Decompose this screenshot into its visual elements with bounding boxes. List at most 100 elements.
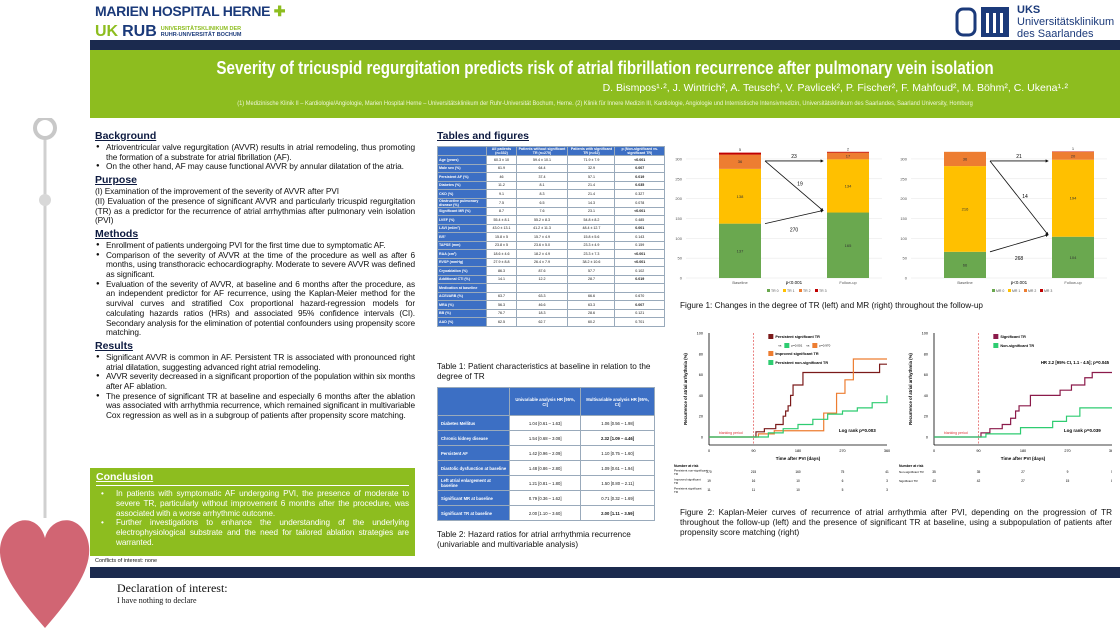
risk-value: 27 (1021, 470, 1025, 474)
bar-segment (719, 154, 761, 169)
table-cell: 32.9 (567, 163, 616, 173)
y-tick-label: 0 (701, 436, 703, 440)
table1-header: Patients without significant TR (n=270) (515, 146, 569, 156)
bar-segment (719, 152, 761, 155)
legend-label: TR 2 (803, 289, 811, 293)
x-tick-label: Baseline (732, 280, 748, 285)
purpose-heading: Purpose (95, 174, 138, 187)
table-cell: 63.3 (515, 291, 569, 301)
results-item: Significant AVVR is common in AF. Persis… (95, 352, 415, 372)
uks-logo: UKS Universitätsklinikum des Saarlandes (955, 4, 1114, 40)
figure1: 050100150200250300137138365Baseline16513… (675, 146, 1107, 293)
legend-swatch (783, 289, 786, 292)
table-row: Significant MR (%) 8.7 7.6 23.1 <0.001 (436, 206, 665, 216)
table-row: Significant TR at baseline 2.00 [1.10 – 3… (436, 505, 655, 521)
x-tick-label: 90 (751, 449, 755, 453)
purpose-line: (II) Evaluation of the presence of signi… (95, 195, 415, 226)
risk-value: 19 (707, 479, 711, 483)
table-cell: 46 (486, 172, 517, 182)
y-tick-label: 60 (924, 373, 928, 377)
x-tick-label: 270 (1064, 449, 1070, 453)
risk-row-label-line: Improved significant (674, 478, 701, 482)
y-axis-label: Recurrence of atrial arrhythmia (%) (908, 353, 913, 425)
footer-bar (90, 567, 1120, 578)
table-cell: 71.9 ± 7.9 (567, 155, 616, 165)
row-label: Age (years) (436, 155, 488, 165)
table-row: RVSP (mmHg) 27.9 ± 8.8 26.4 ± 7.9 38.2 ± 10… (436, 257, 665, 267)
risk-table-heading: Number at risk (899, 464, 924, 468)
pairwise-swatch (784, 343, 790, 348)
y-tick-label: 300 (675, 156, 682, 161)
bar-segment (944, 166, 986, 252)
methods-item: Enrollment of patients undergoing PVI fo… (95, 240, 415, 251)
table1-header: Patients with significant TR (n=62) (567, 146, 616, 156)
table-cell: 54.8 ± 8.2 (567, 215, 616, 225)
marien-hospital-logo: MARIEN HOSPITAL HERNE ✚ UK RUB UNIVERSIT… (95, 3, 286, 41)
y-tick-label: 250 (675, 176, 682, 181)
title-band: Severity of tricuspid regurgitation pred… (90, 50, 1120, 118)
table-cell: 61.9 (486, 163, 517, 173)
risk-value: 11 (707, 488, 711, 492)
table-row: RAA (cm²) 18.6 ± 4.6 18.2 ± 4.9 23.3 ± 7.3 <… (436, 249, 665, 259)
legend-label: MR 1 (1012, 289, 1020, 293)
km-curve (709, 363, 887, 438)
row-label: Diabetes (%) (436, 180, 488, 190)
row-label: AAD (%) (436, 317, 488, 327)
risk-value: 43 (932, 479, 936, 483)
table-cell: 56.3 (486, 300, 517, 310)
x-tick-label: 180 (795, 449, 801, 453)
risk-value: 35 (977, 470, 981, 474)
purpose-line: (I) Examination of the improvement of th… (95, 186, 339, 197)
table-row: LVEF (%) 55.4 ± 8.1 55.2 ± 8.3 54.8 ± 8.2 0.… (436, 215, 665, 225)
table-cell: 0.001 (614, 223, 665, 233)
row-label: RVSP (mmHg) (436, 257, 488, 267)
risk-value: 35 (932, 470, 936, 474)
table-cell: 57.7 (567, 266, 616, 276)
table-cell: 7.5 (486, 197, 517, 208)
legend-swatch (815, 289, 818, 292)
left-column: Background Atrioventricular valve regurg… (95, 128, 415, 421)
row-label: E/E' (436, 232, 488, 242)
table-cell: 1.50 [0.80 – 2.11] (580, 475, 655, 491)
table-cell: 1.10 [0.75 – 1.60] (580, 445, 655, 461)
table-cell: 59.4 ± 10.1 (515, 155, 569, 165)
declaration-heading: Declaration of interest: (117, 581, 228, 595)
risk-value: 9 (1067, 470, 1069, 474)
table-cell: 0.007 (614, 163, 665, 173)
risk-row-label: Non-significant TR (899, 470, 924, 474)
table-cell: 0.007 (614, 300, 665, 310)
risk-value: 270 (706, 470, 712, 474)
table-row: Male sex (%) 61.9 64.4 32.9 0.007 (436, 163, 665, 173)
table-cell: 63.3 (567, 300, 616, 310)
legend-swatch (768, 334, 774, 339)
table-cell: 9.1 (486, 189, 517, 199)
table-cell: 0.143 (614, 232, 665, 242)
table-cell: 21.4 (567, 180, 616, 190)
y-tick-label: 300 (900, 156, 907, 161)
x-tick-label: 0 (933, 449, 935, 453)
pairwise-annotation: p=0.970 (819, 344, 830, 348)
table-cell: 66.6 (567, 291, 616, 301)
table1-caption: Table 1: Patient characteristics at base… (437, 362, 651, 381)
logo-sub1: UNIVERSITÄTSKLINIKUM DER (160, 25, 242, 32)
legend-label: TR 3 (819, 289, 827, 293)
table-cell (614, 283, 665, 293)
arrow-label: 268 (1015, 256, 1024, 262)
table1-header: p (Non-significant vs. significant TR) (614, 146, 665, 156)
table-cell: 14.1 (486, 274, 517, 284)
table-cell: 26.4 ± 7.9 (515, 257, 569, 267)
arrow-label: 21 (1016, 154, 1022, 160)
bar-data-label: 137 (737, 248, 744, 253)
row-label: Medication at baseline (436, 283, 488, 293)
bar-segment (1052, 236, 1094, 278)
table-cell: 7.6 (515, 206, 569, 216)
row-label: ACEI/ARB (%) (436, 291, 488, 301)
table-cell: 0.121 (614, 308, 665, 318)
heart-icon (0, 520, 90, 628)
table-cell: 87.6 (515, 266, 569, 276)
row-label: Persistent AF (436, 445, 511, 461)
pairwise-annotation: vs (778, 344, 782, 348)
table-row: E/E' 15.8 ± 5 15.7 ± 4.9 15.8 ± 5.6 0.143 (436, 232, 665, 242)
row-label: LVEF (%) (436, 215, 488, 225)
